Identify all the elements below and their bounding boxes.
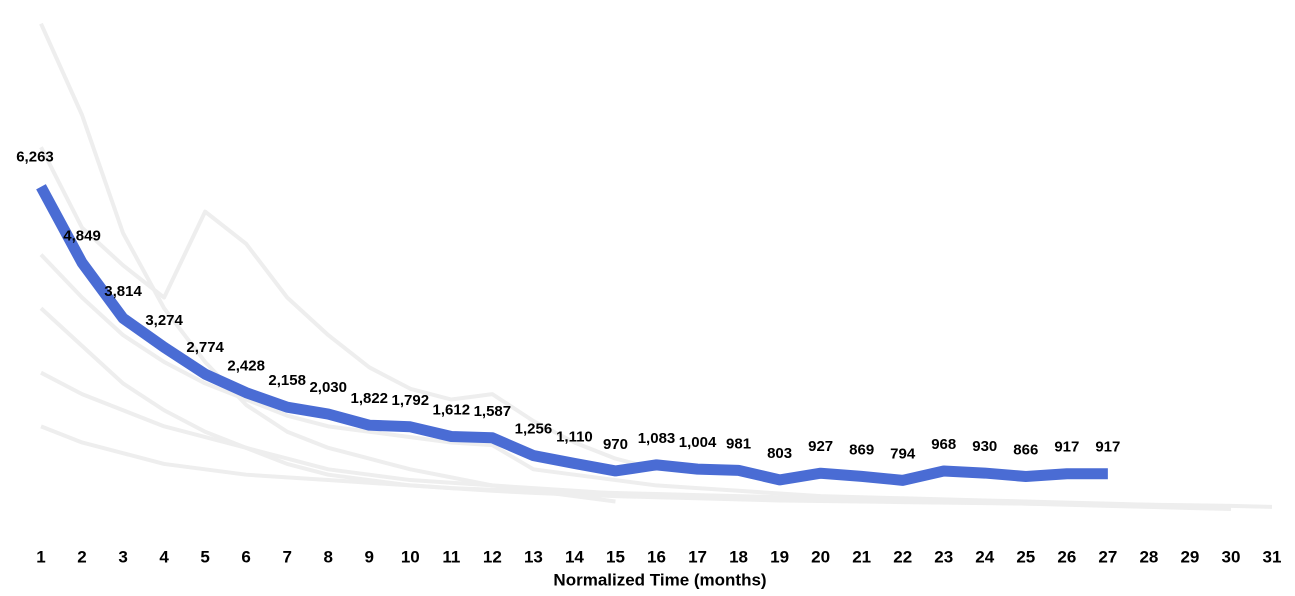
x-tick-label: 22 — [893, 547, 912, 566]
x-tick-label: 5 — [200, 547, 209, 566]
x-tick-label: 14 — [565, 547, 584, 566]
x-tick-label: 6 — [241, 547, 250, 566]
x-axis-label: Normalized Time (months) — [553, 570, 766, 589]
x-tick-label: 28 — [1139, 547, 1158, 566]
data-label: 6,263 — [16, 149, 54, 166]
data-label: 1,110 — [556, 428, 593, 445]
x-tick-label: 16 — [647, 547, 666, 566]
x-tick-label: 24 — [975, 547, 994, 566]
main-line — [36, 184, 1108, 486]
data-label: 4,849 — [63, 228, 101, 245]
x-tick-label: 26 — [1057, 547, 1076, 566]
data-label: 927 — [808, 438, 833, 455]
data-label: 1,256 — [515, 421, 553, 438]
data-label: 803 — [767, 445, 792, 462]
data-label: 3,814 — [104, 283, 142, 300]
x-tick-label: 3 — [118, 547, 127, 566]
x-tick-label: 20 — [811, 547, 830, 566]
data-label: 970 — [603, 436, 628, 453]
x-tick-label: 27 — [1098, 547, 1117, 566]
data-label: 917 — [1095, 439, 1120, 456]
data-label: 917 — [1054, 439, 1079, 456]
x-tick-label: 13 — [524, 547, 543, 566]
data-label: 3,274 — [145, 312, 183, 329]
data-label: 2,428 — [227, 358, 265, 375]
data-label: 2,158 — [268, 372, 306, 389]
data-label: 794 — [890, 445, 916, 462]
background-line — [40, 424, 1232, 512]
x-tick-label: 8 — [323, 547, 332, 566]
x-tick-label: 31 — [1263, 547, 1282, 566]
x-tick-label: 1 — [36, 547, 45, 566]
data-label: 1,004 — [679, 434, 717, 451]
data-label: 2,774 — [186, 339, 224, 356]
data-label: 1,612 — [433, 401, 471, 418]
x-tick-label: 18 — [729, 547, 748, 566]
x-tick-label: 9 — [365, 547, 374, 566]
x-tick-label: 29 — [1180, 547, 1199, 566]
x-tick-label: 17 — [688, 547, 707, 566]
data-label: 981 — [726, 435, 751, 452]
x-tick-label: 2 — [77, 547, 86, 566]
x-tick-label: 15 — [606, 547, 625, 566]
data-label: 1,587 — [474, 403, 512, 420]
x-tick-label: 7 — [282, 547, 291, 566]
data-label: 866 — [1013, 441, 1038, 458]
x-tick-label: 12 — [483, 547, 502, 566]
x-tick-label: 10 — [401, 547, 420, 566]
x-tick-label: 23 — [934, 547, 953, 566]
data-label: 1,083 — [638, 430, 676, 447]
x-tick-label: 11 — [442, 547, 460, 566]
x-tick-label: 30 — [1222, 547, 1241, 566]
x-tick-label: 21 — [852, 547, 871, 566]
x-tick-label: 4 — [159, 547, 169, 566]
x-tick-label: 25 — [1016, 547, 1035, 566]
background-line — [39, 146, 658, 472]
x-tick-label: 19 — [770, 547, 789, 566]
data-label: 2,030 — [309, 379, 347, 396]
data-label: 869 — [849, 441, 874, 458]
data-label: 1,792 — [392, 392, 430, 409]
data-label: 930 — [972, 438, 997, 455]
data-label: 1,822 — [350, 390, 388, 407]
data-label: 968 — [931, 436, 956, 453]
